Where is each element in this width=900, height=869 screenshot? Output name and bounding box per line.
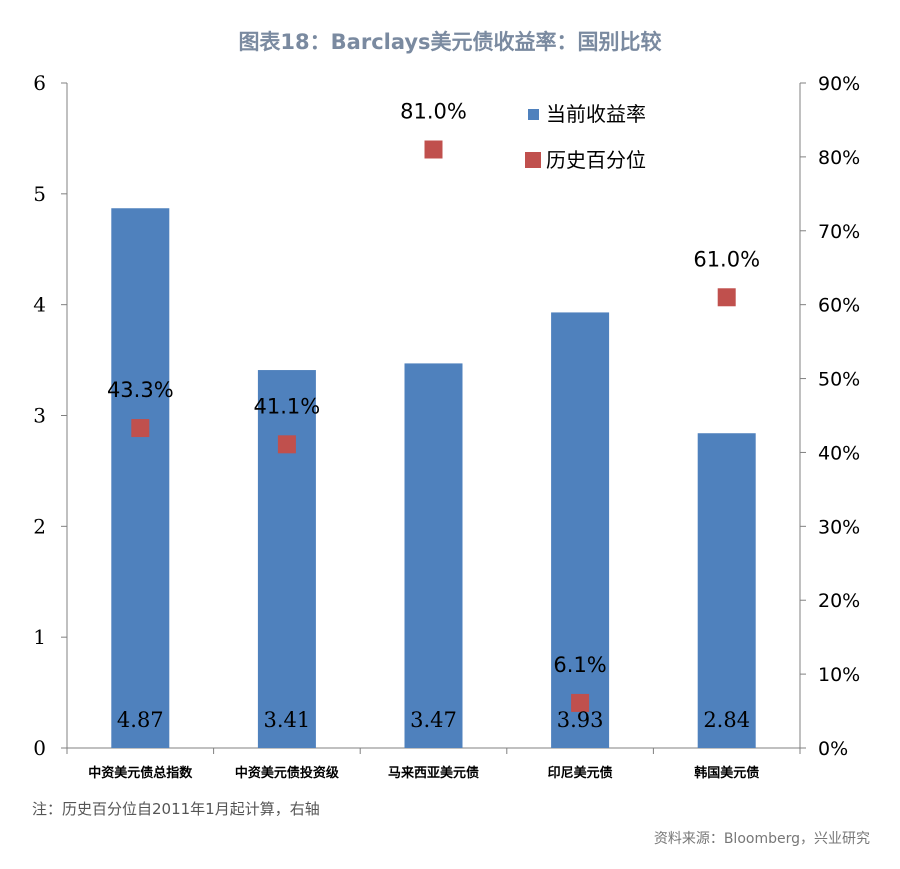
left-tick-label: 1 (33, 625, 46, 649)
x-tick-label: 韩国美元债 (694, 765, 759, 781)
left-tick-label: 3 (33, 404, 46, 428)
right-tick-label: 90% (818, 73, 860, 95)
bar (257, 370, 316, 748)
left-tick-label: 5 (33, 182, 46, 206)
legend-bar-swatch (528, 109, 539, 120)
bar-value-label: 4.87 (117, 708, 164, 732)
source-note: 资料来源：Bloomberg，兴业研究 (653, 831, 870, 847)
right-tick-label: 50% (818, 369, 860, 391)
legend-bar-label: 当前收益率 (546, 102, 646, 126)
bar (111, 208, 170, 748)
percentile-marker (424, 140, 443, 159)
markers (131, 140, 736, 712)
bar-value-label: 2.84 (703, 708, 750, 732)
bar-value-label: 3.47 (410, 708, 457, 732)
percentile-label: 6.1% (553, 653, 606, 677)
bar (404, 363, 463, 748)
bar-value-label: 3.93 (557, 708, 604, 732)
data-labels: 4.87 3.41 3.47 3.93 2.84 43.3% 41.1% 81.0% 6.1% 6… (107, 100, 760, 733)
percentile-label: 43.3% (107, 378, 174, 402)
right-tick-label: 40% (818, 442, 860, 464)
x-tick-label: 马来西亚美元债 (388, 765, 479, 781)
right-tick-label: 20% (818, 590, 860, 612)
left-tick-label: 4 (33, 293, 46, 317)
right-tick-label: 10% (818, 664, 860, 686)
bar-value-label: 3.41 (264, 708, 311, 732)
right-tick-label: 80% (818, 147, 860, 169)
percentile-marker (717, 288, 736, 307)
percentile-label: 41.1% (254, 394, 321, 418)
x-tick-label: 中资美元债投资级 (235, 765, 340, 781)
left-tick-label: 6 (33, 71, 46, 95)
percentile-marker (277, 435, 296, 454)
left-tick-label: 2 (33, 514, 46, 538)
percentile-marker (571, 693, 590, 712)
left-tick-label: 0 (33, 736, 46, 760)
legend-marker-label: 历史百分位 (546, 148, 646, 172)
bars (111, 208, 756, 748)
right-tick-label: 70% (818, 221, 860, 243)
percentile-label: 61.0% (693, 247, 760, 271)
bar (697, 433, 756, 748)
footnote: 注：历史百分位自2011年1月起计算，右轴 (32, 800, 320, 818)
right-tick-label: 60% (818, 295, 860, 317)
right-tick-label: 0% (818, 738, 848, 760)
right-tick-label: 30% (818, 516, 860, 538)
percentile-marker (131, 419, 150, 438)
x-tick-label: 中资美元债总指数 (88, 765, 193, 781)
bar (551, 312, 610, 748)
chart-title: 图表18：Barclays美元债收益率：国别比较 (238, 30, 662, 54)
legend-marker-swatch (525, 152, 541, 168)
axes: 01234560%10%20%30%40%50%60%70%80%90%中资美元… (33, 71, 860, 781)
percentile-label: 81.0% (400, 100, 467, 124)
x-tick-label: 印尼美元债 (548, 765, 613, 781)
